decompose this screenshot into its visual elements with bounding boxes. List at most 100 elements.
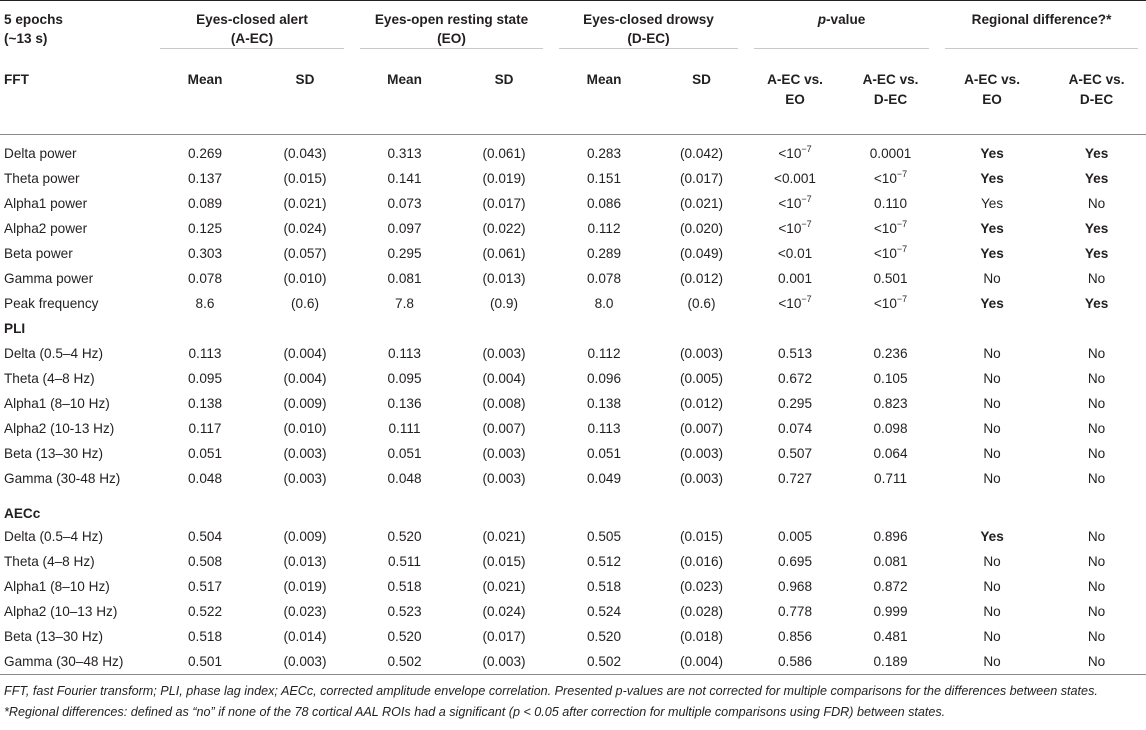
cell-regional-r2: No — [1087, 579, 1106, 594]
cell-regional-r2: No — [1087, 271, 1106, 286]
cell-pvalue-p2: 0.105 — [844, 366, 937, 391]
pvalue-base: 0.105 — [873, 371, 908, 386]
table-row: Alpha1 (8–10 Hz) 0.138 (0.009) 0.136 (0.008)… — [0, 391, 1146, 416]
cell-aec-mean: 0.269 — [187, 146, 223, 161]
table-row: Alpha2 power 0.125 (0.024) 0.097 (0.022) 0.11… — [0, 216, 1146, 241]
row-label: Beta (13–30 Hz) — [4, 629, 103, 644]
cell-regional-r2: Yes — [1084, 246, 1109, 261]
cell-eo-mean: 0.073 — [387, 196, 422, 211]
cell-pvalue-p1: 0.727 — [746, 466, 844, 491]
row-label: Alpha1 (8–10 Hz) — [4, 396, 110, 411]
cell-regional-r2: No — [1087, 629, 1106, 644]
cell-pvalue-p2: 0.896 — [844, 524, 937, 549]
pvalue-base: 0.586 — [778, 654, 813, 669]
pvalue-base: <10 — [778, 146, 802, 161]
cell-eo-sd: (0.003) — [482, 471, 526, 486]
cell-aec-mean: 8.6 — [195, 296, 215, 311]
section-header-row: AECc — [0, 491, 1146, 524]
row-label: Alpha1 power — [4, 196, 88, 211]
pvalue-base: 0.513 — [778, 346, 813, 361]
cell-aec-mean: 0.125 — [187, 221, 223, 236]
regional-cmp2-header: A-EC vs. D-EC — [1047, 62, 1146, 135]
row-label: Theta (4–8 Hz) — [4, 554, 95, 569]
pvalue-base: 0.872 — [873, 579, 908, 594]
pvalue-header: p-value — [746, 1, 937, 63]
footnotes: FFT, fast Fourier transform; PLI, phase … — [0, 675, 1146, 721]
cell-eo-sd: (0.003) — [482, 654, 526, 669]
cell-dec-sd: (0.028) — [679, 604, 724, 619]
group-aec-header: Eyes-closed alert (A-EC) — [152, 1, 352, 63]
cell-dec-sd: (0.003) — [679, 446, 724, 461]
cell-eo-mean: 0.511 — [387, 554, 421, 569]
table-row: Delta (0.5–4 Hz) 0.113 (0.004) 0.113 (0.003)… — [0, 341, 1146, 366]
epochs-sub-label: (~13 s) — [4, 31, 48, 46]
cell-eo-sd: (0.013) — [482, 271, 526, 286]
regional-cmp1-header: A-EC vs. EO — [937, 62, 1047, 135]
section-header-row: PLI — [0, 316, 1146, 341]
cell-dec-sd: (0.004) — [679, 654, 724, 669]
pvalue-base: 0.074 — [778, 421, 813, 436]
reg-cmp2-line1: A-EC vs. — [1068, 72, 1125, 87]
pvalue-base: 0.001 — [778, 271, 813, 286]
pvalue-base: <10 — [873, 246, 897, 261]
table-body: Delta power 0.269 (0.043) 0.313 (0.061) 0.283… — [0, 135, 1146, 675]
pvalue-base: 0.711 — [874, 471, 908, 486]
results-table: 5 epochs (~13 s) Eyes-closed alert (A-EC… — [0, 0, 1146, 675]
cell-dec-sd: (0.007) — [679, 421, 724, 436]
table-row: Gamma power 0.078 (0.010) 0.081 (0.013) 0.078… — [0, 266, 1146, 291]
cell-regional-r2: Yes — [1084, 296, 1109, 311]
cell-pvalue-p1: 0.507 — [746, 441, 844, 466]
pvalue-base: 0.672 — [778, 371, 813, 386]
cell-dec-sd: (0.6) — [687, 296, 716, 311]
header-row-columns: FFT Mean SD Mean SD Mean SD A-EC vs. EO A… — [0, 62, 1146, 135]
table-row: Theta (4–8 Hz) 0.508 (0.013) 0.511 (0.015) 0.… — [0, 549, 1146, 574]
cell-dec-mean: 0.049 — [587, 471, 622, 486]
cell-aec-sd: (0.003) — [283, 471, 327, 486]
cell-pvalue-p1: 0.672 — [746, 366, 844, 391]
cell-pvalue-p2: 0.098 — [844, 416, 937, 441]
pvalue-base: <0.001 — [774, 171, 816, 186]
cell-pvalue-p1: 0.968 — [746, 574, 844, 599]
group-dec-sub: (D-EC) — [627, 31, 670, 46]
cell-dec-mean: 0.138 — [587, 396, 622, 411]
table-row: Theta power 0.137 (0.015) 0.141 (0.019) 0.151… — [0, 166, 1146, 191]
cell-dec-mean: 0.096 — [587, 371, 622, 386]
cell-regional-r1: Yes — [980, 529, 1004, 544]
cell-dec-mean: 0.289 — [587, 246, 622, 261]
cell-regional-r1: No — [983, 421, 1001, 436]
pvalue-base: <0.01 — [777, 246, 813, 261]
cell-regional-r2: No — [1087, 196, 1106, 211]
cell-eo-mean: 0.051 — [387, 446, 422, 461]
row-label: Gamma (30-48 Hz) — [4, 471, 121, 486]
cmp2-line2: D-EC — [873, 92, 908, 107]
cell-eo-mean: 0.081 — [387, 271, 422, 286]
cell-aec-sd: (0.057) — [283, 246, 327, 261]
cell-pvalue-p2: 0.481 — [844, 624, 937, 649]
regional-label: Regional difference?* — [971, 12, 1112, 27]
cell-dec-mean: 0.151 — [587, 171, 622, 186]
pvalue-base: 0.295 — [778, 396, 813, 411]
cell-dec-mean: 0.505 — [587, 529, 622, 544]
cell-dec-mean: 0.502 — [587, 654, 622, 669]
cell-eo-mean: 0.523 — [387, 604, 422, 619]
cell-eo-mean: 0.048 — [387, 471, 422, 486]
cell-aec-sd: (0.015) — [283, 171, 327, 186]
cell-aec-mean: 0.518 — [187, 629, 223, 644]
pvalue-base: 0.0001 — [869, 146, 912, 161]
cell-aec-mean: 0.078 — [187, 271, 223, 286]
cell-dec-sd: (0.012) — [679, 271, 724, 286]
cell-pvalue-p1: <10−7 — [746, 291, 844, 316]
pvalue-base: 0.501 — [873, 271, 908, 286]
cell-eo-sd: (0.017) — [482, 196, 526, 211]
cell-aec-sd: (0.009) — [283, 529, 327, 544]
row-label: Alpha2 (10–13 Hz) — [4, 604, 118, 619]
cell-regional-r1: No — [983, 554, 1001, 569]
pvalue-base: 0.005 — [778, 529, 813, 544]
cell-eo-sd: (0.017) — [482, 629, 526, 644]
cell-aec-sd: (0.043) — [283, 146, 327, 161]
row-label: Alpha2 (10-13 Hz) — [4, 421, 115, 436]
cell-eo-sd: (0.024) — [482, 604, 526, 619]
cell-pvalue-p2: <10−7 — [844, 166, 937, 191]
cell-aec-mean: 0.138 — [187, 396, 223, 411]
cell-aec-sd: (0.003) — [283, 446, 327, 461]
